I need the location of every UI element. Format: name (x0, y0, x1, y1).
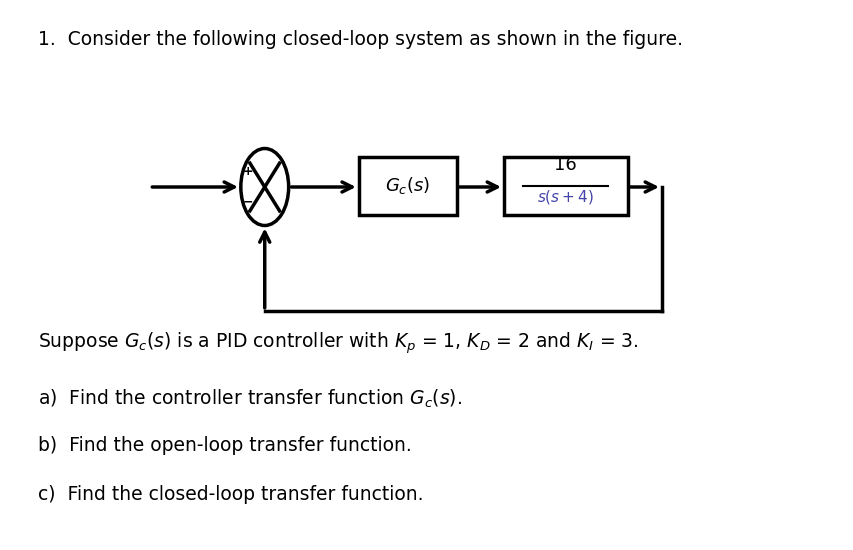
Text: 1.  Consider the following closed-loop system as shown in the figure.: 1. Consider the following closed-loop sy… (38, 30, 682, 50)
Text: a)  Find the controller transfer function $G_c(s)$.: a) Find the controller transfer function… (38, 388, 462, 410)
Text: 16: 16 (554, 156, 577, 174)
Bar (358, 157, 456, 215)
Bar (503, 157, 627, 215)
Text: $G_c(s)$: $G_c(s)$ (385, 175, 430, 196)
Text: −: − (242, 196, 252, 209)
Text: Suppose $G_c(s)$ is a PID controller with $K_p$ = 1, $K_D$ = 2 and $K_I$ = 3.: Suppose $G_c(s)$ is a PID controller wit… (38, 330, 638, 355)
Text: b)  Find the open-loop transfer function.: b) Find the open-loop transfer function. (38, 436, 412, 455)
Text: +: + (242, 165, 252, 178)
Text: $s(s + 4)$: $s(s + 4)$ (537, 188, 594, 206)
Text: c)  Find the closed-loop transfer function.: c) Find the closed-loop transfer functio… (38, 485, 423, 504)
